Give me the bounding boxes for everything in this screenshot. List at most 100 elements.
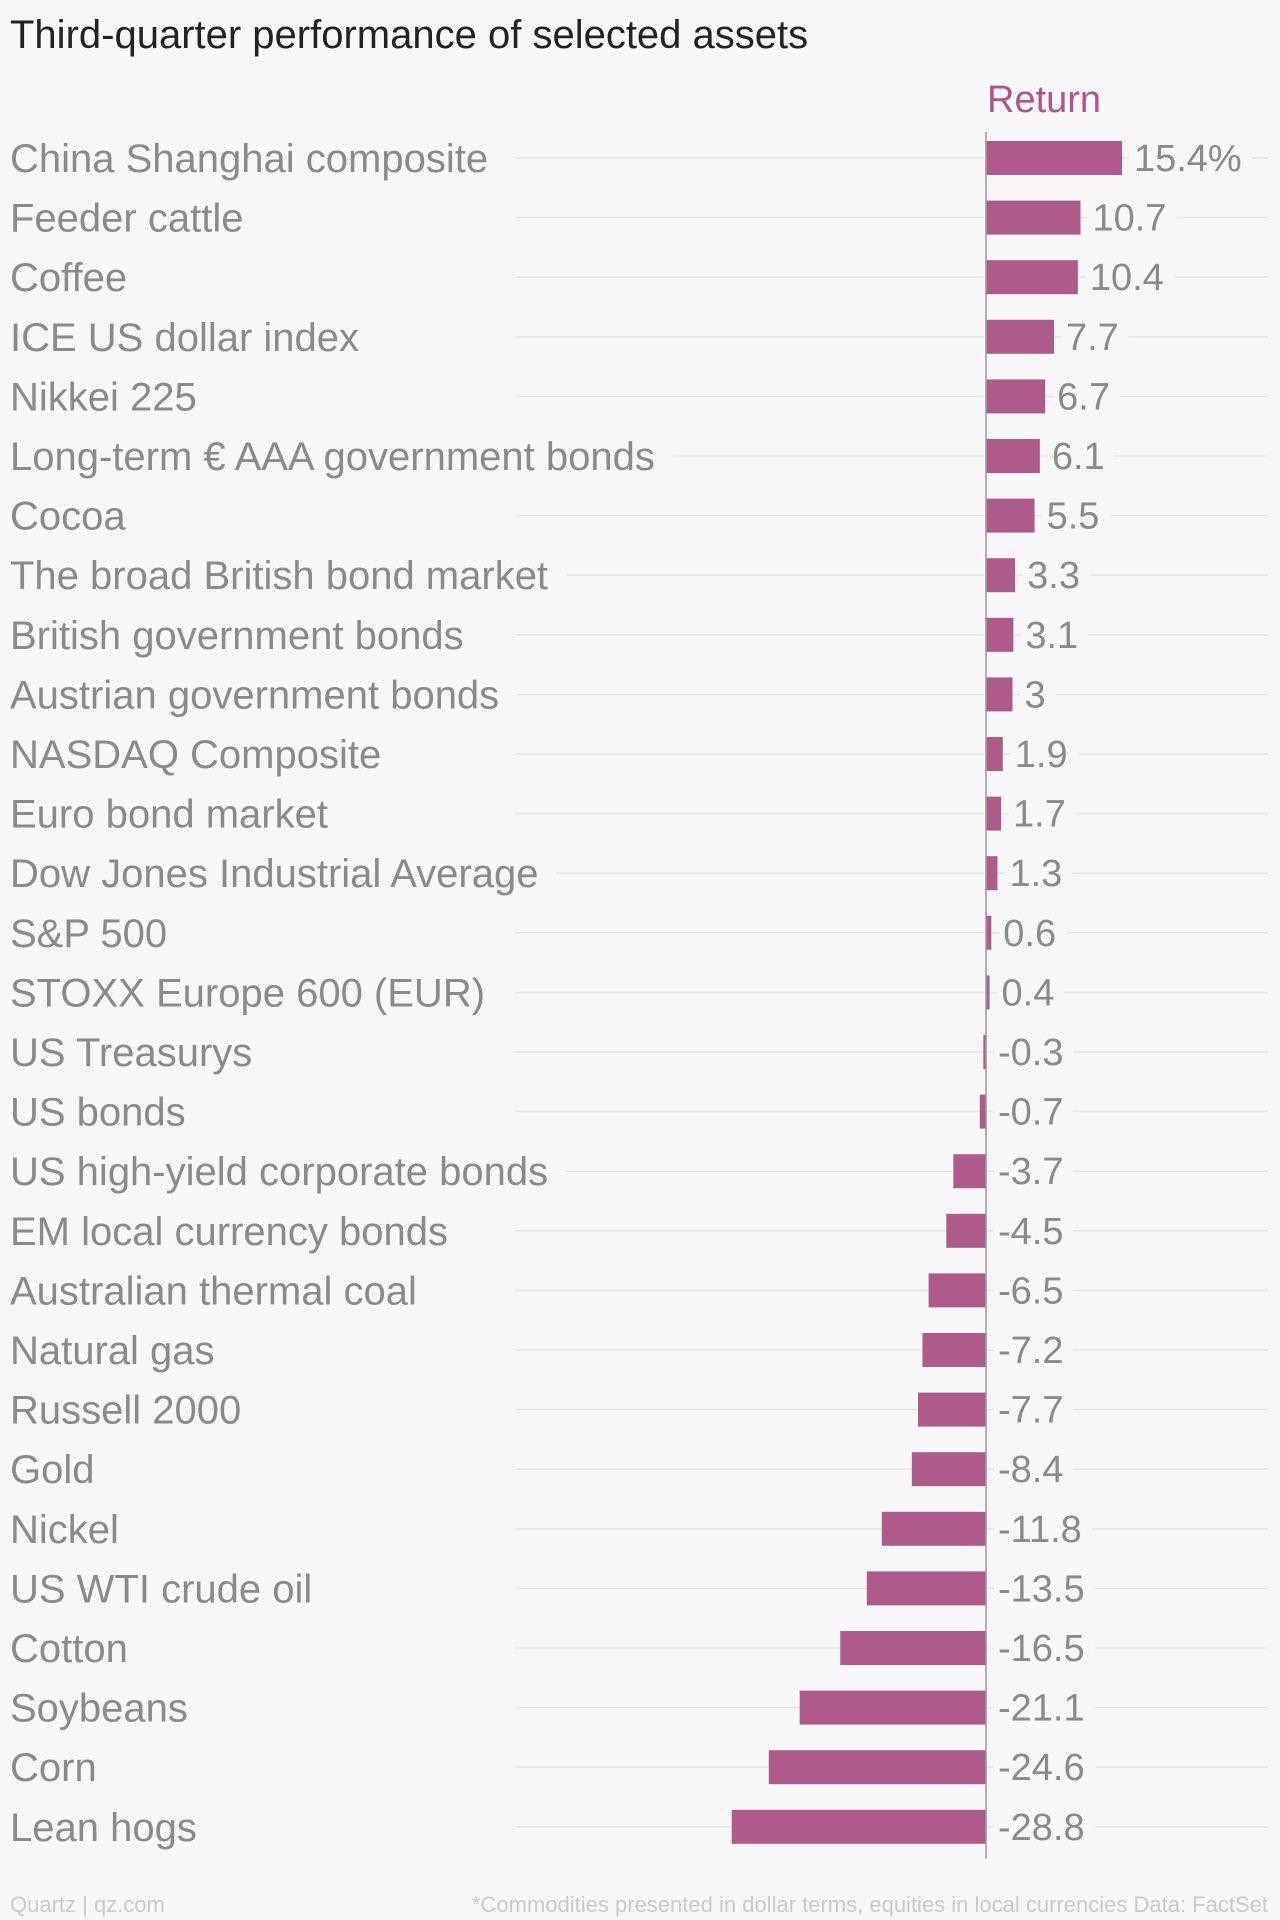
category-label: British government bonds	[10, 614, 464, 658]
bar	[986, 200, 1081, 235]
chart-title: Third-quarter performance of selected as…	[10, 13, 808, 57]
value-backdrop	[994, 1344, 1074, 1356]
value-backdrop	[994, 1642, 1095, 1654]
category-label: Cocoa	[10, 495, 126, 539]
value-label: 10.4	[1090, 257, 1164, 299]
category-label: Australian thermal coal	[10, 1269, 417, 1313]
value-backdrop	[994, 1701, 1095, 1714]
value-backdrop	[994, 1165, 1074, 1178]
value-label: 6.7	[1057, 376, 1110, 418]
category-label: EM local currency bonds	[10, 1210, 448, 1254]
value-label: 3.3	[1027, 555, 1080, 597]
label-backdrop	[0, 867, 557, 880]
series-label: Return	[987, 79, 1101, 121]
bar	[986, 558, 1016, 593]
category-label: Cotton	[10, 1627, 128, 1671]
source-credit: Quartz | qz.com	[10, 1892, 165, 1917]
value-backdrop	[1129, 152, 1252, 164]
value-backdrop	[1042, 509, 1110, 522]
bar	[979, 1094, 986, 1129]
label-backdrop	[0, 1820, 215, 1833]
label-backdrop	[0, 1642, 146, 1654]
value-label: -8.4	[998, 1449, 1063, 1491]
value-label: -24.6	[998, 1747, 1085, 1789]
label-backdrop	[0, 1701, 206, 1714]
label-backdrop	[0, 1522, 137, 1535]
bar	[731, 1809, 986, 1844]
value-backdrop	[1023, 569, 1090, 582]
label-backdrop	[0, 152, 507, 164]
value-label: 15.4%	[1134, 138, 1242, 180]
value-label: -13.5	[998, 1568, 1085, 1610]
value-backdrop	[994, 1761, 1095, 1774]
value-backdrop	[999, 926, 1067, 939]
label-backdrop	[0, 1403, 260, 1416]
value-backdrop	[1053, 390, 1120, 403]
value-backdrop	[1009, 807, 1076, 820]
label-backdrop	[0, 211, 262, 224]
category-label: US bonds	[10, 1091, 186, 1135]
footnote: *Commodities presented in dollar terms, …	[472, 1892, 1268, 1917]
value-backdrop	[1010, 748, 1078, 760]
bar	[881, 1511, 986, 1546]
bar	[799, 1690, 986, 1725]
value-label: 1.3	[1009, 853, 1062, 895]
label-backdrop	[0, 628, 482, 641]
label-backdrop	[0, 688, 518, 701]
value-backdrop	[1088, 211, 1177, 224]
bar	[866, 1571, 986, 1606]
value-label: -11.8	[998, 1509, 1082, 1551]
value-backdrop	[994, 1463, 1074, 1476]
bar	[986, 915, 992, 950]
value-label: -3.7	[998, 1151, 1063, 1193]
label-backdrop	[0, 748, 400, 760]
bar	[986, 856, 998, 891]
category-label: Feeder cattle	[10, 197, 243, 241]
value-label: -28.8	[998, 1807, 1085, 1849]
label-backdrop	[0, 926, 186, 939]
category-label: Dow Jones Industrial Average	[10, 852, 538, 896]
value-label: -7.2	[998, 1330, 1063, 1372]
bar	[986, 379, 1046, 414]
category-label: US high-yield corporate bonds	[10, 1150, 548, 1194]
label-backdrop	[0, 1582, 331, 1595]
bar	[928, 1273, 986, 1308]
label-backdrop	[0, 1284, 435, 1297]
value-label: 7.7	[1066, 317, 1119, 359]
bar	[922, 1333, 986, 1367]
value-backdrop	[1020, 688, 1056, 701]
label-backdrop	[0, 1105, 204, 1118]
value-label: -6.5	[998, 1270, 1063, 1312]
value-label: -21.1	[998, 1688, 1085, 1730]
value-backdrop	[997, 986, 1065, 999]
value-backdrop	[994, 1820, 1095, 1833]
bar	[986, 498, 1035, 533]
label-backdrop	[0, 271, 146, 284]
category-label: Corn	[10, 1746, 97, 1790]
bar	[911, 1452, 986, 1487]
bar	[946, 1213, 986, 1248]
chart-rows: China Shanghai composite 15.4% Feeder catt…	[0, 137, 1268, 1850]
category-label: ICE US dollar index	[10, 316, 359, 360]
value-backdrop	[1047, 450, 1115, 462]
bar	[918, 1392, 986, 1427]
value-label: -0.7	[998, 1092, 1063, 1134]
bar	[986, 141, 1122, 175]
label-backdrop	[0, 986, 504, 999]
category-label: Natural gas	[10, 1329, 215, 1373]
value-label: 1.9	[1015, 734, 1068, 776]
label-backdrop	[0, 450, 673, 462]
category-label: NASDAQ Composite	[10, 733, 381, 777]
bar	[986, 439, 1040, 473]
value-backdrop	[994, 1046, 1074, 1058]
label-backdrop	[0, 807, 346, 820]
bar	[768, 1750, 986, 1785]
value-backdrop	[994, 1522, 1092, 1535]
bar	[986, 796, 1002, 831]
value-label: 1.7	[1013, 794, 1066, 836]
value-label: 10.7	[1092, 198, 1166, 240]
category-label: China Shanghai composite	[10, 137, 488, 181]
label-backdrop	[0, 330, 378, 343]
